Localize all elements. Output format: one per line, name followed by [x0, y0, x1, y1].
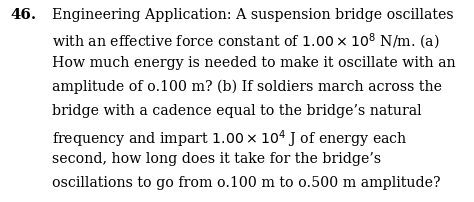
Text: How much energy is needed to make it oscillate with an: How much energy is needed to make it osc… — [52, 56, 456, 70]
Text: 46.: 46. — [10, 8, 36, 22]
Text: frequency and impart $1.00 \times 10^4$ J of energy each: frequency and impart $1.00 \times 10^4$ … — [52, 128, 408, 150]
Text: Engineering Application: A suspension bridge oscillates: Engineering Application: A suspension br… — [52, 8, 454, 22]
Text: with an effective force constant of $1.00 \times 10^8$ N/m. (a): with an effective force constant of $1.0… — [52, 32, 439, 52]
Text: oscillations to go from o.100 m to o.500 m amplitude?: oscillations to go from o.100 m to o.500… — [52, 176, 440, 190]
Text: bridge with a cadence equal to the bridge’s natural: bridge with a cadence equal to the bridg… — [52, 104, 422, 118]
Text: amplitude of o.100 m? (b) If soldiers march across the: amplitude of o.100 m? (b) If soldiers ma… — [52, 80, 442, 94]
Text: second, how long does it take for the bridge’s: second, how long does it take for the br… — [52, 152, 381, 166]
